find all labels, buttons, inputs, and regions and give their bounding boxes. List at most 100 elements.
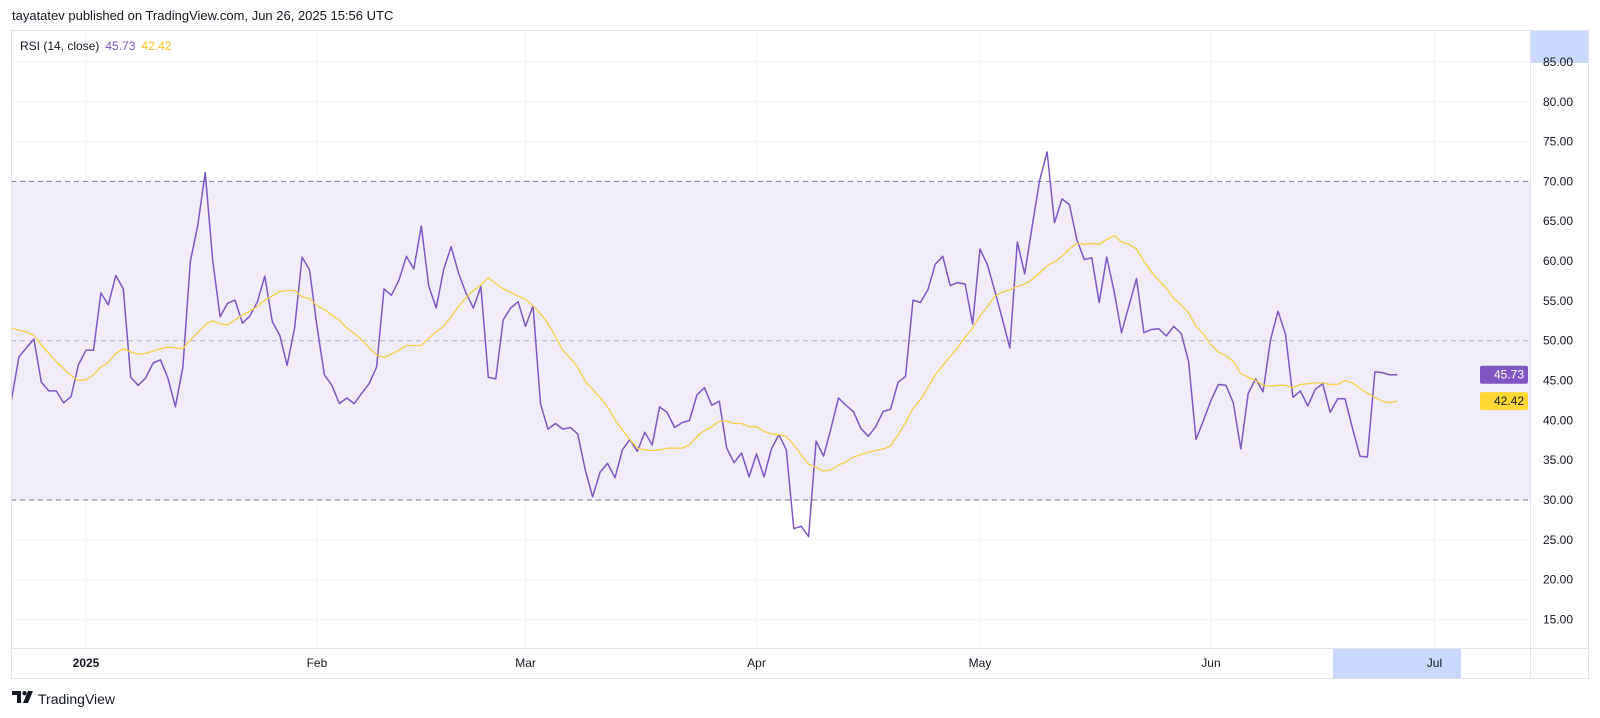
rsi-point [63,402,64,403]
ma-point [1091,243,1092,244]
y-tick-label: 35.00 [1543,453,1573,467]
rsi-point [1173,326,1174,327]
rsi-point [614,477,615,478]
rsi-point [1188,361,1189,362]
ma-point [242,315,243,316]
rsi-point [1382,372,1383,373]
ma-point [391,354,392,355]
rsi-point [1277,311,1278,312]
rsi-point [1032,225,1033,226]
ma-point [763,431,764,432]
ma-point [354,333,355,334]
ma-point [927,387,928,388]
y-tick-label: 65.00 [1543,214,1573,228]
rsi-point [145,378,146,379]
rsi-point [1024,273,1025,274]
rsi-point [1106,256,1107,257]
ma-point [123,348,124,349]
ma-point [383,357,384,358]
rsi-point [607,463,608,464]
indicator-legend[interactable]: RSI (14, close) 45.73 42.42 [20,39,177,53]
rsi-point [212,260,213,261]
rsi-point [93,350,94,351]
ma-point [480,284,481,285]
rsi-point [972,323,973,324]
ma-point [890,445,891,446]
ma-point [249,311,250,312]
footer-brand[interactable]: TradingView [12,690,115,707]
rsi-point [585,469,586,470]
rsi-point [1091,257,1092,258]
ma-point [160,348,161,349]
ma-point [1106,239,1107,240]
rsi-point [748,476,749,477]
ma-point [555,336,556,337]
rsi-point [920,302,921,303]
ma-point [532,305,533,306]
rsi-point [935,264,936,265]
ma-point [436,331,437,332]
rsi-point [868,436,869,437]
rsi-point [1009,347,1010,348]
ma-point [1315,382,1316,383]
ma-point [227,324,228,325]
x-tick-label: Jun [1201,656,1220,670]
ma-point [1210,344,1211,345]
rsi-point [592,496,593,497]
ma-point [406,345,407,346]
ma-point [748,426,749,427]
ma-point [972,327,973,328]
rsi-point [1203,420,1204,421]
ma-point [450,316,451,317]
ma-point [592,389,593,390]
ma-point [585,381,586,382]
ma-point [1128,244,1129,245]
ma-point [845,461,846,462]
rsi-point [659,406,660,407]
rsi-point [1210,400,1211,401]
ma-point [1143,260,1144,261]
rsi-point [1300,390,1301,391]
ma-point [771,433,772,434]
y-tick-label: 20.00 [1543,573,1573,587]
rsi-point [816,440,817,441]
rsi-point [1046,151,1047,152]
ma-point [1359,388,1360,389]
rsi-point [1151,329,1152,330]
rsi-last-value-badge-text: 45.73 [1494,368,1524,382]
ma-point [711,426,712,427]
rsi-point [771,448,772,449]
rsi-point [547,429,548,430]
rsi-point [413,268,414,269]
rsi-point [279,335,280,336]
ma-point [994,295,995,296]
ma-point [667,448,668,449]
ma-point [1061,256,1062,257]
ma-point [331,315,332,316]
ma-last-value-badge-text: 42.42 [1494,394,1524,408]
ma-point [1307,383,1308,384]
rsi-point [1136,278,1137,279]
ma-point [1352,382,1353,383]
rsi-point [562,429,563,430]
x-tick-label: 2025 [73,656,100,670]
rsi-point [577,433,578,434]
rsi-point [182,366,183,367]
ma-point [41,344,42,345]
ma-point [1032,279,1033,280]
ma-point [1009,289,1010,290]
ma-point [376,354,377,355]
tradingview-logo-icon [12,690,34,707]
ma-point [577,366,578,367]
rsi-point [301,256,302,257]
rsi-point [264,276,265,277]
rsi-point [965,284,966,285]
ma-point [56,361,57,362]
rsi-point [473,307,474,308]
rsi-point [324,374,325,375]
rsi-point [1270,339,1271,340]
ma-point [1382,401,1383,402]
ma-point [1076,243,1077,244]
y-tick-label: 55.00 [1543,294,1573,308]
